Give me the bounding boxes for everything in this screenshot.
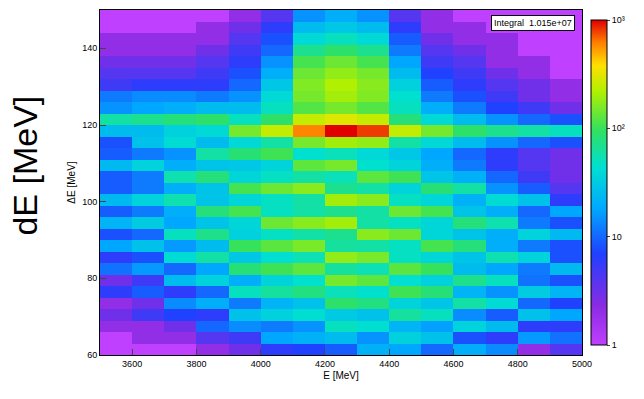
svg-text:80: 80 — [87, 273, 97, 283]
svg-text:4800: 4800 — [508, 359, 528, 369]
svg-text:5000: 5000 — [572, 359, 592, 369]
svg-text:4600: 4600 — [443, 359, 463, 369]
svg-text:140: 140 — [82, 43, 97, 53]
svg-text:Integral 1.015e+07: Integral 1.015e+07 — [494, 18, 572, 28]
svg-text:4400: 4400 — [379, 359, 399, 369]
svg-text:10³: 10³ — [612, 15, 625, 25]
svg-text:3600: 3600 — [122, 359, 142, 369]
svg-text:10²: 10² — [612, 123, 625, 133]
svg-text:E [MeV]: E [MeV] — [323, 370, 359, 381]
svg-text:dE [MeV]: dE [MeV] — [6, 96, 44, 236]
svg-text:100: 100 — [82, 197, 97, 207]
svg-text:4200: 4200 — [315, 359, 335, 369]
svg-text:1: 1 — [612, 340, 617, 350]
svg-text:120: 120 — [82, 120, 97, 130]
svg-text:3800: 3800 — [186, 359, 206, 369]
svg-text:ΔE [MeV]: ΔE [MeV] — [66, 161, 77, 203]
svg-text:10: 10 — [612, 232, 622, 242]
svg-text:4000: 4000 — [251, 359, 271, 369]
svg-text:60: 60 — [87, 350, 97, 360]
